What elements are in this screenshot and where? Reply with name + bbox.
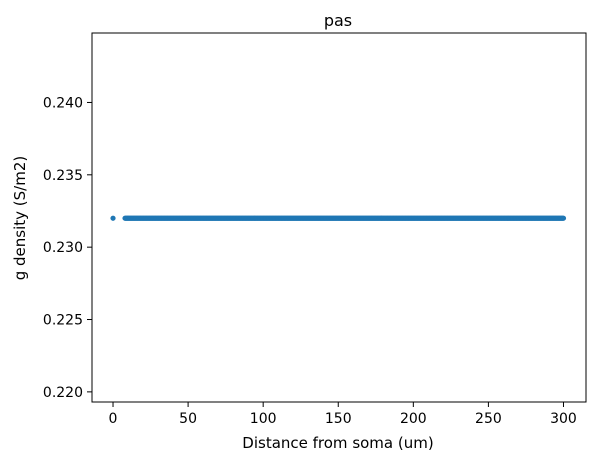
y-tick-label: 0.220 — [43, 385, 83, 401]
chart-title: pas — [324, 11, 352, 30]
x-tick-label: 200 — [400, 411, 427, 427]
y-axis-label: g density (S/m2) — [11, 156, 29, 281]
y-tick-label: 0.240 — [43, 95, 83, 111]
x-tick-label: 0 — [109, 411, 118, 427]
x-axis: 0 50 100 150 200 250 300 — [109, 402, 577, 427]
y-axis: 0.220 0.225 0.230 0.235 0.240 — [43, 95, 92, 401]
x-tick-label: 250 — [475, 411, 502, 427]
x-tick-label: 150 — [325, 411, 352, 427]
data-point — [110, 215, 116, 221]
x-tick-label: 300 — [550, 411, 577, 427]
y-tick-label: 0.235 — [43, 168, 83, 184]
y-tick-label: 0.230 — [43, 240, 83, 256]
x-tick-label: 100 — [250, 411, 277, 427]
x-tick-label: 50 — [179, 411, 197, 427]
x-axis-label: Distance from soma (um) — [242, 434, 433, 452]
data-point — [560, 215, 567, 221]
data-points — [110, 215, 567, 221]
y-tick-label: 0.225 — [43, 313, 83, 329]
